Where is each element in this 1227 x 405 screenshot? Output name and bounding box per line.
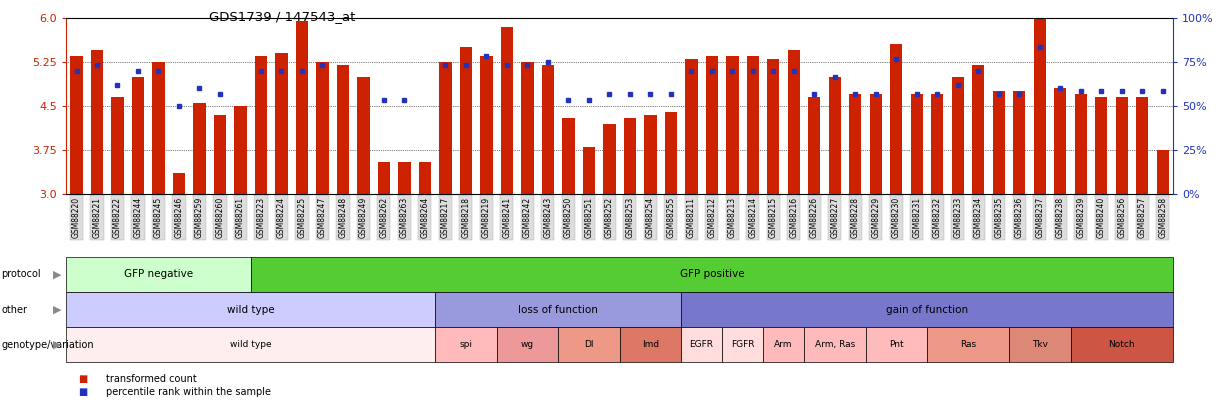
Bar: [1075, 94, 1087, 194]
Bar: [378, 162, 390, 194]
Text: ▶: ▶: [53, 269, 61, 279]
Bar: [910, 94, 923, 194]
Bar: [849, 94, 861, 194]
Bar: [173, 173, 185, 194]
Bar: [870, 94, 882, 194]
Bar: [623, 118, 636, 194]
Text: gain of function: gain of function: [886, 305, 968, 315]
Bar: [583, 147, 595, 194]
Bar: [542, 65, 555, 194]
Bar: [112, 97, 124, 194]
Bar: [747, 56, 760, 194]
Text: loss of function: loss of function: [518, 305, 598, 315]
Text: GFP negative: GFP negative: [124, 269, 193, 279]
Bar: [685, 59, 697, 194]
Bar: [275, 53, 287, 194]
Bar: [255, 56, 267, 194]
Bar: [521, 62, 534, 194]
Bar: [357, 77, 369, 194]
Bar: [1136, 97, 1148, 194]
Bar: [1157, 150, 1169, 194]
Bar: [336, 65, 350, 194]
Bar: [706, 56, 718, 194]
Bar: [952, 77, 964, 194]
Text: Pnt: Pnt: [890, 340, 903, 350]
Text: spi: spi: [459, 340, 472, 350]
Bar: [1014, 91, 1026, 194]
Bar: [439, 62, 452, 194]
Text: Notch: Notch: [1108, 340, 1135, 350]
Bar: [1115, 97, 1128, 194]
Bar: [562, 118, 574, 194]
Text: Arm: Arm: [774, 340, 793, 350]
Bar: [234, 106, 247, 194]
Text: GFP positive: GFP positive: [680, 269, 745, 279]
Text: other: other: [1, 305, 27, 315]
Bar: [1096, 97, 1108, 194]
Bar: [931, 94, 944, 194]
Bar: [418, 162, 431, 194]
Bar: [665, 112, 677, 194]
Bar: [399, 162, 411, 194]
Text: Tkv: Tkv: [1032, 340, 1048, 350]
Bar: [604, 124, 616, 194]
Bar: [890, 44, 903, 194]
Bar: [317, 62, 329, 194]
Text: wild type: wild type: [227, 305, 275, 315]
Text: ■: ■: [79, 374, 88, 384]
Text: percentile rank within the sample: percentile rank within the sample: [106, 387, 270, 397]
Text: FGFR: FGFR: [731, 340, 755, 350]
Text: ▶: ▶: [53, 340, 61, 350]
Text: wg: wg: [520, 340, 534, 350]
Bar: [152, 62, 164, 194]
Bar: [767, 59, 779, 194]
Bar: [1054, 88, 1066, 194]
Bar: [194, 103, 206, 194]
Bar: [501, 27, 513, 194]
Bar: [1033, 18, 1045, 194]
Bar: [296, 21, 308, 194]
Text: lmd: lmd: [642, 340, 659, 350]
Text: transformed count: transformed count: [106, 374, 196, 384]
Text: Ras: Ras: [960, 340, 977, 350]
Bar: [213, 115, 226, 194]
Bar: [828, 77, 840, 194]
Bar: [480, 56, 492, 194]
Bar: [70, 56, 82, 194]
Text: wild type: wild type: [229, 340, 271, 350]
Text: protocol: protocol: [1, 269, 40, 279]
Text: ■: ■: [79, 387, 88, 397]
Text: Arm, Ras: Arm, Ras: [815, 340, 855, 350]
Text: Dl: Dl: [584, 340, 594, 350]
Bar: [993, 91, 1005, 194]
Text: genotype/variation: genotype/variation: [1, 340, 93, 350]
Bar: [131, 77, 144, 194]
Bar: [809, 97, 821, 194]
Text: ▶: ▶: [53, 305, 61, 315]
Text: EGFR: EGFR: [690, 340, 714, 350]
Bar: [972, 65, 984, 194]
Bar: [726, 56, 739, 194]
Bar: [91, 50, 103, 194]
Text: GDS1739 / 147543_at: GDS1739 / 147543_at: [209, 10, 355, 23]
Bar: [460, 47, 472, 194]
Bar: [788, 50, 800, 194]
Bar: [644, 115, 656, 194]
